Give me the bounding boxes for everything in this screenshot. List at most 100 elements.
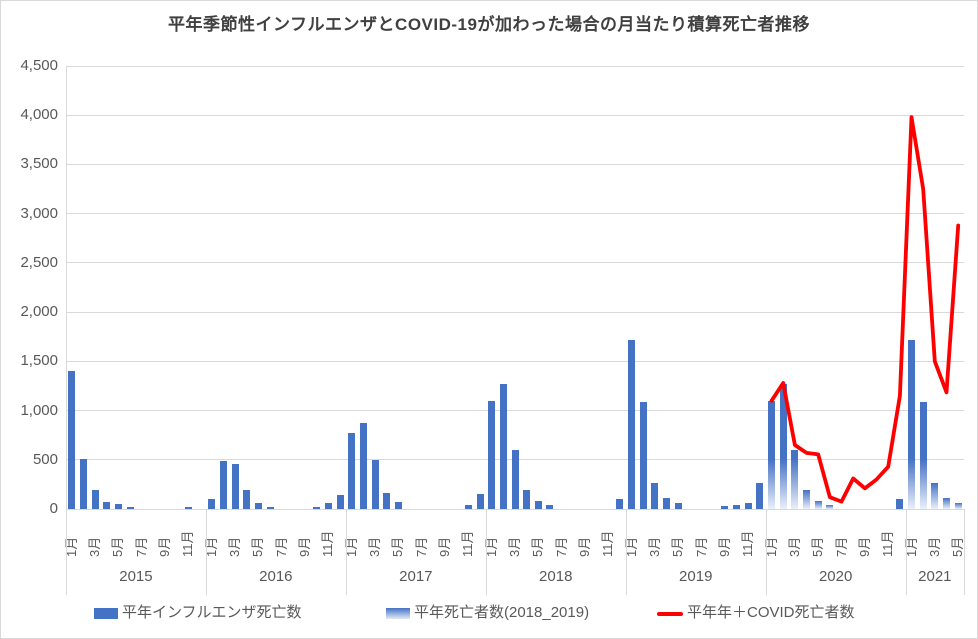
bar-2019-2	[639, 401, 647, 509]
year-label: 2019	[679, 568, 713, 585]
month-tick-label: 7月	[693, 536, 709, 557]
month-tick-label: 3月	[926, 536, 942, 557]
bar-2015-5	[114, 504, 122, 509]
y-axis-tick-label: 1,000	[20, 401, 58, 419]
year-divider	[765, 509, 767, 595]
bar-2015-1	[68, 371, 76, 509]
year-divider	[205, 509, 207, 595]
bar-2016-12	[336, 495, 344, 509]
month-tick-label: 7月	[133, 536, 149, 557]
year-divider	[964, 509, 965, 595]
bar-2018-3	[511, 450, 519, 509]
month-tick-label: 11月	[880, 530, 896, 558]
y-axis-tick-label: 4,500	[20, 57, 58, 74]
month-tick-label: 7月	[273, 536, 289, 557]
month-tick-label: 9月	[437, 536, 453, 557]
month-tick-label: 11月	[320, 530, 336, 558]
month-tick-label: 5月	[110, 536, 126, 557]
month-tick-label: 3月	[367, 536, 383, 557]
bar-2020-1	[768, 400, 776, 509]
chart-title: 平年季節性インフルエンザとCOVID-19が加わった場合の月当たり積算死亡者推移	[168, 15, 810, 34]
bar-2020-3	[791, 450, 799, 509]
year-label: 2016	[259, 568, 293, 585]
gridline	[66, 65, 964, 67]
x-axis-line	[66, 509, 964, 510]
year-label: 2018	[539, 568, 573, 585]
bar-2019-3	[651, 482, 659, 509]
bar-2019-10	[733, 504, 741, 509]
month-tick-label: 7月	[413, 536, 429, 557]
y-axis-tick-label: 2,000	[20, 303, 58, 321]
month-tick-label: 3月	[507, 536, 522, 557]
month-tick-label: 5月	[530, 536, 546, 557]
month-tick-label: 11月	[180, 530, 196, 558]
month-tick-label: 3月	[227, 536, 243, 557]
gridline	[66, 311, 964, 313]
legend-swatch-covid-line	[657, 612, 683, 616]
bar-2021-1	[908, 339, 916, 509]
year-label: 2017	[399, 568, 433, 585]
bar-2020-5	[814, 501, 822, 509]
month-tick-label: 7月	[553, 536, 569, 557]
gridline	[66, 410, 964, 412]
legend-label-baseline-deaths: 平年死亡者数(2018_2019)	[414, 604, 590, 621]
month-tick-label: 11月	[600, 530, 616, 558]
year-divider	[625, 509, 627, 595]
bar-2020-12	[896, 498, 904, 509]
bar-2020-4	[803, 489, 811, 509]
bar-2018-12	[616, 499, 624, 509]
bar-2017-12	[476, 493, 484, 509]
gridline	[66, 163, 964, 165]
bar-2020-6	[826, 505, 834, 509]
bar-2019-9	[721, 505, 729, 509]
bar-2021-3	[931, 482, 939, 509]
bar-2015-6	[126, 506, 134, 509]
y-axis-tick-label: 3,000	[20, 204, 58, 222]
bar-2015-2	[79, 458, 87, 509]
legend-swatch-flu-deaths	[94, 608, 118, 619]
gridline	[66, 360, 964, 362]
year-label: 2021	[918, 568, 952, 585]
bar-2016-6	[266, 506, 274, 509]
bar-2015-3	[91, 489, 99, 509]
month-tick-label: 5月	[390, 536, 406, 557]
bar-2017-11	[464, 504, 472, 509]
bar-2018-2	[499, 383, 507, 509]
month-tick-label: 9月	[716, 536, 732, 557]
year-divider	[485, 509, 487, 595]
bar-2017-1	[348, 432, 356, 509]
bar-2016-10	[313, 506, 321, 509]
month-tick-label: 9月	[856, 536, 872, 557]
year-divider	[66, 509, 67, 595]
legend-swatch-baseline-deaths	[386, 608, 410, 619]
bar-2019-12	[756, 482, 764, 509]
bar-2016-4	[243, 490, 251, 509]
bar-2017-2	[359, 423, 367, 509]
bar-2018-1	[488, 400, 496, 509]
y-axis-tick-label: 3,500	[20, 155, 58, 173]
month-tick-label: 3月	[646, 536, 662, 557]
month-tick-label: 3月	[87, 536, 103, 557]
year-label: 2020	[818, 568, 853, 585]
month-tick-label: 7月	[833, 536, 849, 557]
gridline	[66, 262, 964, 264]
bar-2019-5	[674, 503, 682, 509]
bar-2015-11	[184, 506, 192, 509]
bar-2016-5	[254, 503, 262, 509]
bar-2020-2	[779, 383, 787, 509]
bar-2021-5	[954, 503, 962, 509]
bar-2021-2	[919, 401, 927, 509]
month-tick-label: 11月	[740, 530, 756, 558]
year-divider	[345, 509, 347, 595]
bar-2019-1	[628, 339, 636, 509]
gridline	[66, 213, 964, 215]
bar-2019-4	[663, 498, 671, 509]
bar-2019-11	[744, 503, 752, 509]
month-tick-label: 3月	[786, 536, 802, 557]
year-divider	[905, 509, 907, 595]
legend-label-covid-line: 平年年＋COVID死亡者数	[687, 604, 855, 621]
bar-2017-4	[383, 493, 391, 509]
y-axis-tick-label: 4,000	[20, 106, 58, 124]
y-axis-tick-label: 2,500	[20, 253, 58, 271]
